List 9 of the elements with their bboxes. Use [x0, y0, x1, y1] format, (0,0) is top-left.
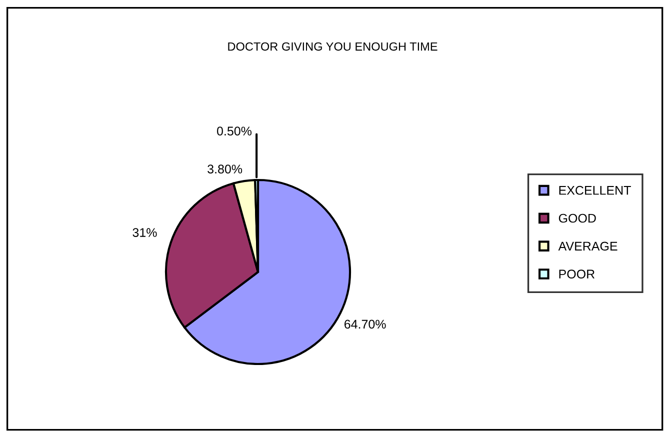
- legend-label: AVERAGE: [558, 242, 618, 251]
- data-label: 0.50%: [217, 126, 252, 136]
- data-label: 64.70%: [344, 320, 386, 329]
- legend-label: POOR: [559, 270, 595, 278]
- data-label: 3.80%: [208, 164, 242, 174]
- legend-label: GOOD: [558, 214, 596, 223]
- chart-title: DOCTOR GIVING YOU ENOUGH TIME: [228, 42, 438, 51]
- legend-label: EXCELLENT: [559, 186, 631, 195]
- data-label: 31%: [132, 228, 157, 237]
